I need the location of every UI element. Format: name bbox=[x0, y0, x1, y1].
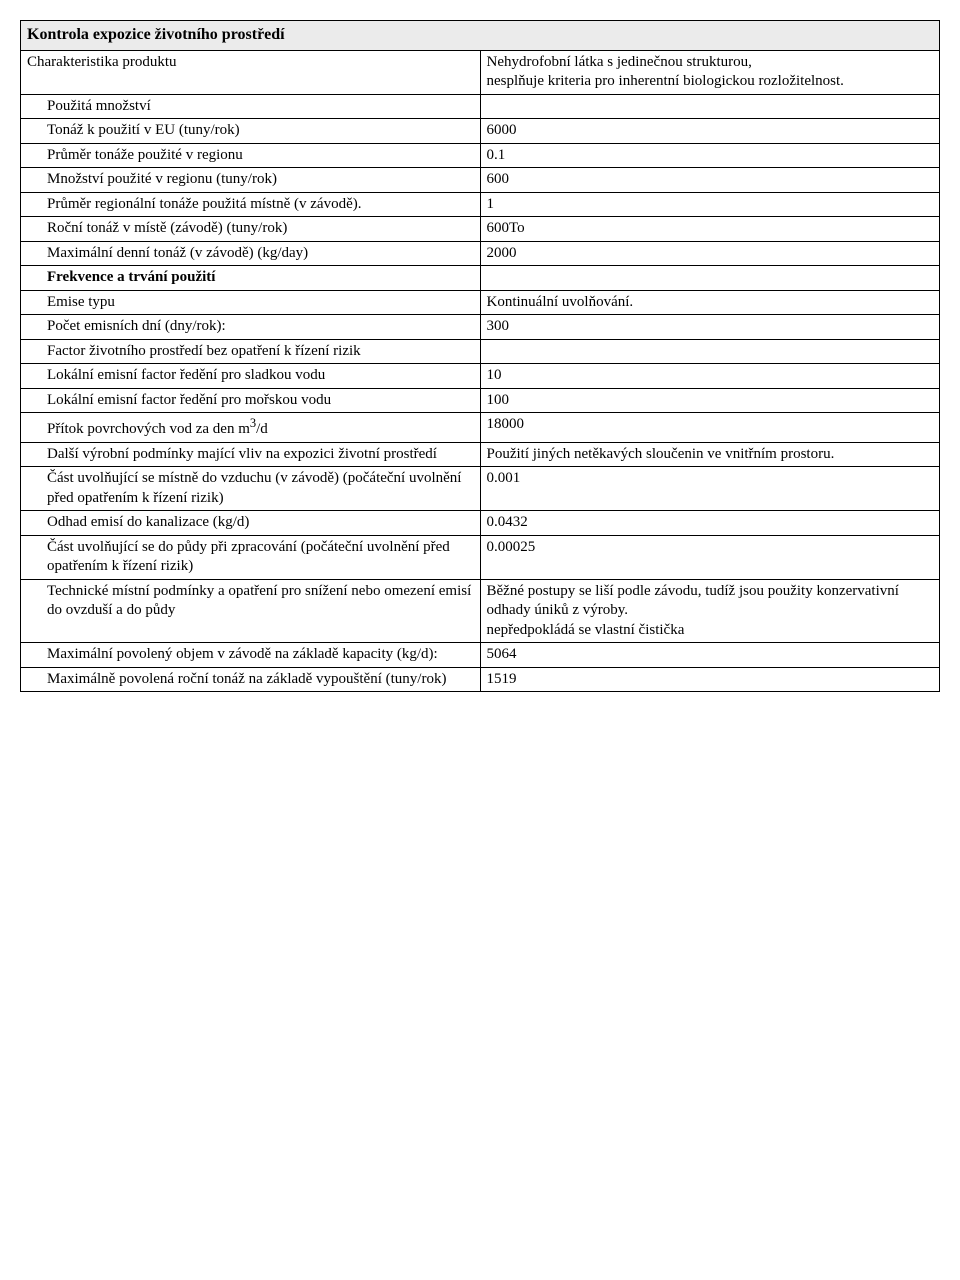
exposure-control-table: Kontrola expozice životního prostředí Ch… bbox=[20, 20, 940, 692]
table-row: Tonáž k použití v EU (tuny/rok)6000 bbox=[21, 119, 940, 144]
table-row: Maximální denní tonáž (v závodě) (kg/day… bbox=[21, 241, 940, 266]
row-label: Další výrobní podmínky mající vliv na ex… bbox=[21, 442, 481, 467]
table-row: Počet emisních dní (dny/rok):300 bbox=[21, 315, 940, 340]
table-row: Emise typuKontinuální uvolňování. bbox=[21, 290, 940, 315]
row-value: Použití jiných netěkavých sloučenin ve v… bbox=[480, 442, 940, 467]
row-value: 300 bbox=[480, 315, 940, 340]
row-value bbox=[480, 339, 940, 364]
row-value: 600To bbox=[480, 217, 940, 242]
row-value bbox=[480, 266, 940, 291]
row-label: Frekvence a trvání použití bbox=[21, 266, 481, 291]
row-label: Tonáž k použití v EU (tuny/rok) bbox=[21, 119, 481, 144]
table-row: Maximálně povolená roční tonáž na základ… bbox=[21, 667, 940, 692]
row-label: Použitá množství bbox=[21, 94, 481, 119]
table-row: Další výrobní podmínky mající vliv na ex… bbox=[21, 442, 940, 467]
row-value: 1 bbox=[480, 192, 940, 217]
row-label: Množství použité v regionu (tuny/rok) bbox=[21, 168, 481, 193]
table-row: Množství použité v regionu (tuny/rok)600 bbox=[21, 168, 940, 193]
row-label: Lokální emisní factor ředění pro mořskou… bbox=[21, 388, 481, 413]
table-header-row: Kontrola expozice životního prostředí bbox=[21, 21, 940, 51]
table-row: Technické místní podmínky a opatření pro… bbox=[21, 579, 940, 643]
row-value: Nehydrofobní látka s jedinečnou struktur… bbox=[480, 50, 940, 94]
row-value: 6000 bbox=[480, 119, 940, 144]
row-label: Průměr tonáže použité v regionu bbox=[21, 143, 481, 168]
row-value: 0.1 bbox=[480, 143, 940, 168]
row-label: Část uvolňující se místně do vzduchu (v … bbox=[21, 467, 481, 511]
row-label: Odhad emisí do kanalizace (kg/d) bbox=[21, 511, 481, 536]
row-value: 0.00025 bbox=[480, 535, 940, 579]
row-label: Část uvolňující se do půdy při zpracován… bbox=[21, 535, 481, 579]
table-row: Přítok povrchových vod za den m3/d18000 bbox=[21, 413, 940, 443]
table-row: Lokální emisní factor ředění pro sladkou… bbox=[21, 364, 940, 389]
table-row: Odhad emisí do kanalizace (kg/d)0.0432 bbox=[21, 511, 940, 536]
row-label: Charakteristika produktu bbox=[21, 50, 481, 94]
row-value: 0.0432 bbox=[480, 511, 940, 536]
row-value: 10 bbox=[480, 364, 940, 389]
table-row: Průměr regionální tonáže použitá místně … bbox=[21, 192, 940, 217]
row-label: Průměr regionální tonáže použitá místně … bbox=[21, 192, 481, 217]
table-row: Část uvolňující se místně do vzduchu (v … bbox=[21, 467, 940, 511]
row-label: Factor životního prostředí bez opatření … bbox=[21, 339, 481, 364]
row-label: Technické místní podmínky a opatření pro… bbox=[21, 579, 481, 643]
row-value: 2000 bbox=[480, 241, 940, 266]
table-row: Použitá množství bbox=[21, 94, 940, 119]
row-value: 0.001 bbox=[480, 467, 940, 511]
table-row: Roční tonáž v místě (závodě) (tuny/rok)6… bbox=[21, 217, 940, 242]
row-label: Roční tonáž v místě (závodě) (tuny/rok) bbox=[21, 217, 481, 242]
row-value: 600 bbox=[480, 168, 940, 193]
row-label: Maximální denní tonáž (v závodě) (kg/day… bbox=[21, 241, 481, 266]
row-label: Maximálně povolená roční tonáž na základ… bbox=[21, 667, 481, 692]
table-row: Charakteristika produktuNehydrofobní lát… bbox=[21, 50, 940, 94]
row-value: Kontinuální uvolňování. bbox=[480, 290, 940, 315]
table-header: Kontrola expozice životního prostředí bbox=[21, 21, 940, 51]
row-value: 100 bbox=[480, 388, 940, 413]
row-label: Emise typu bbox=[21, 290, 481, 315]
row-value: 5064 bbox=[480, 643, 940, 668]
table-row: Průměr tonáže použité v regionu0.1 bbox=[21, 143, 940, 168]
row-label: Počet emisních dní (dny/rok): bbox=[21, 315, 481, 340]
row-label: Přítok povrchových vod za den m3/d bbox=[21, 413, 481, 443]
table-row: Factor životního prostředí bez opatření … bbox=[21, 339, 940, 364]
row-value: 1519 bbox=[480, 667, 940, 692]
table-row: Lokální emisní factor ředění pro mořskou… bbox=[21, 388, 940, 413]
row-value bbox=[480, 94, 940, 119]
table-row: Část uvolňující se do půdy při zpracován… bbox=[21, 535, 940, 579]
row-label: Lokální emisní factor ředění pro sladkou… bbox=[21, 364, 481, 389]
row-value: 18000 bbox=[480, 413, 940, 443]
row-label: Maximální povolený objem v závodě na zák… bbox=[21, 643, 481, 668]
table-row: Maximální povolený objem v závodě na zák… bbox=[21, 643, 940, 668]
row-value: Běžné postupy se liší podle závodu, tudí… bbox=[480, 579, 940, 643]
table-row: Frekvence a trvání použití bbox=[21, 266, 940, 291]
